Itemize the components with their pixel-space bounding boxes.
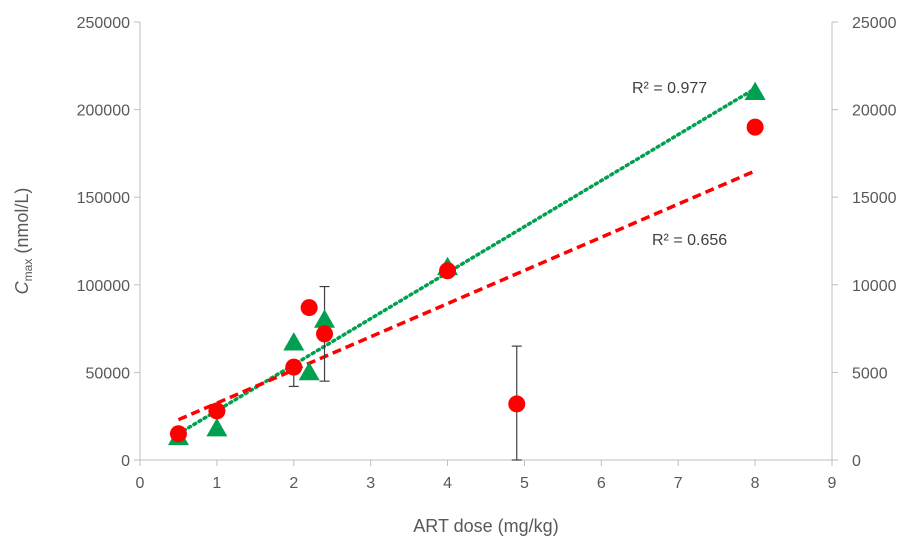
x-tick-label: 9 bbox=[828, 475, 837, 492]
x-tick-label: 2 bbox=[289, 475, 298, 492]
trendline-dashed bbox=[177, 169, 756, 422]
y-left-tick-label: 50000 bbox=[86, 365, 131, 382]
x-tick-label: 5 bbox=[520, 475, 529, 492]
y-axis-title-sub: max bbox=[21, 259, 35, 282]
data-point-circle bbox=[316, 325, 334, 343]
data-point-circle bbox=[285, 358, 303, 376]
y-axis-title: Cmax (nmol/L) bbox=[12, 188, 35, 295]
r2-label: R² = 0.977 bbox=[632, 80, 707, 97]
x-tick-label: 0 bbox=[136, 475, 145, 492]
data-point-circle bbox=[508, 395, 526, 413]
y-left-tick-label: 100000 bbox=[77, 278, 130, 295]
data-point-triangle bbox=[206, 417, 228, 437]
y-right-tick-label: 5000 bbox=[852, 365, 888, 382]
x-tick-label: 6 bbox=[597, 475, 606, 492]
y-right-tick-label: 10000 bbox=[852, 278, 897, 295]
labels: ART dose (mg/kg) Cmax (nmol/L) bbox=[12, 188, 559, 536]
trendlines: R² = 0.977 R² = 0.656 bbox=[176, 80, 757, 436]
y-right-tick-label: 20000 bbox=[852, 103, 897, 120]
x-tick-label: 7 bbox=[674, 475, 683, 492]
data-point-triangle bbox=[298, 361, 320, 381]
data-point-circle bbox=[169, 425, 187, 443]
y-left-tick-label: 150000 bbox=[77, 190, 130, 207]
x-tick-label: 8 bbox=[751, 475, 760, 492]
y-right-tick-label: 0 bbox=[852, 453, 861, 470]
data-point-triangle bbox=[744, 81, 766, 100]
data-point-triangle bbox=[314, 309, 336, 328]
x-tick-label: 4 bbox=[443, 475, 452, 492]
y-right-tick-label: 15000 bbox=[852, 190, 897, 207]
y-left-tick-label: 200000 bbox=[77, 103, 130, 120]
data-point-circle bbox=[746, 118, 764, 136]
data-points bbox=[167, 81, 766, 446]
y-axis-title-rest: (nmol/L) bbox=[12, 188, 32, 259]
x-axis-title: ART dose (mg/kg) bbox=[413, 516, 558, 536]
x-tick-label: 3 bbox=[366, 475, 375, 492]
axes: 0 1 2 3 4 5 6 7 8 9050000100000150000200000250000… bbox=[77, 15, 897, 492]
data-point-circle bbox=[300, 299, 318, 317]
data-point-circle bbox=[208, 402, 226, 420]
data-point-triangle bbox=[283, 332, 305, 351]
y-left-tick-label: 250000 bbox=[77, 15, 130, 32]
r2-label: R² = 0.656 bbox=[652, 232, 727, 249]
y-axis-title-main: C bbox=[12, 280, 32, 294]
y-left-tick-label: 0 bbox=[121, 453, 130, 470]
x-tick-label: 1 bbox=[212, 475, 221, 492]
trendline-dotted bbox=[176, 86, 757, 436]
data-point-circle bbox=[439, 262, 457, 280]
y-right-tick-label: 25000 bbox=[852, 15, 897, 32]
